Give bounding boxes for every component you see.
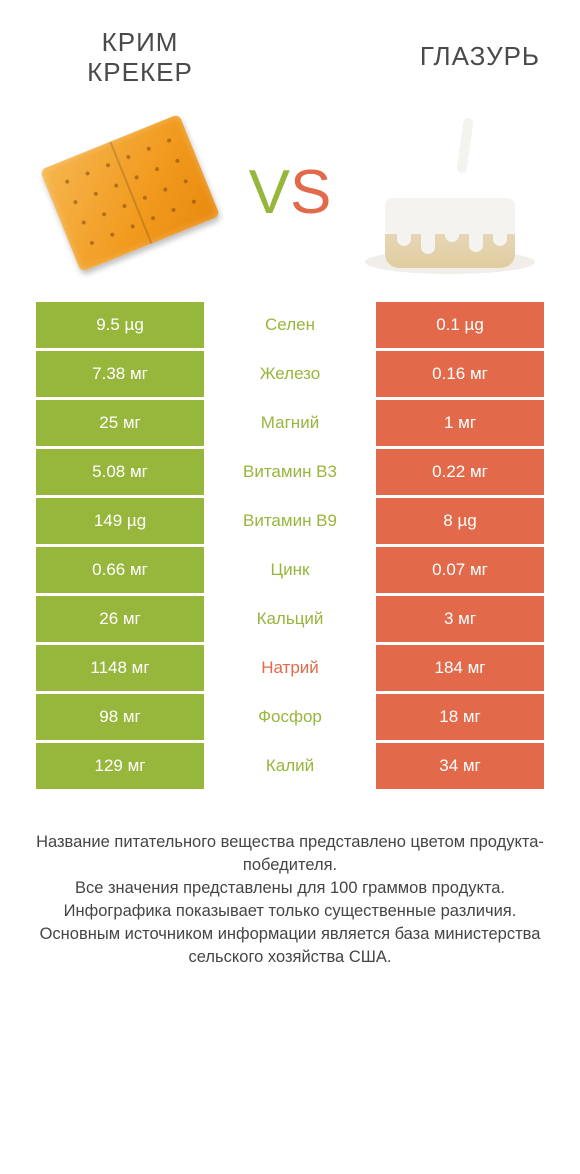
nutrient-label: Калий <box>207 743 373 789</box>
right-product-title: ГЛАЗУРЬ <box>340 28 540 72</box>
left-value: 98 мг <box>36 694 204 740</box>
left-value: 0.66 мг <box>36 547 204 593</box>
comparison-table: 9.5 µgСелен0.1 µg7.38 мгЖелезо0.16 мг25 … <box>0 302 580 789</box>
right-value: 0.16 мг <box>376 351 544 397</box>
vs-label: VS <box>249 157 332 228</box>
table-row: 1148 мгНатрий184 мг <box>36 645 544 691</box>
nutrient-label: Фосфор <box>207 694 373 740</box>
table-row: 26 мгКальций3 мг <box>36 596 544 642</box>
table-row: 25 мгМагний1 мг <box>36 400 544 446</box>
right-value: 184 мг <box>376 645 544 691</box>
left-value: 5.08 мг <box>36 449 204 495</box>
nutrient-label: Селен <box>207 302 373 348</box>
infographic-root: КРИМКРЕКЕР ГЛАЗУРЬ VS 9.5 µgСелен0.1 µg7… <box>0 0 580 1174</box>
left-value: 129 мг <box>36 743 204 789</box>
left-value: 1148 мг <box>36 645 204 691</box>
left-product-title: КРИМКРЕКЕР <box>40 28 240 88</box>
vs-s: S <box>290 158 331 227</box>
footer-line: Название питательного вещества представл… <box>28 831 552 877</box>
left-product-image <box>40 108 220 278</box>
right-value: 0.1 µg <box>376 302 544 348</box>
right-value: 34 мг <box>376 743 544 789</box>
left-value: 26 мг <box>36 596 204 642</box>
footer-line: Все значения представлены для 100 граммо… <box>28 877 552 900</box>
nutrient-label: Цинк <box>207 547 373 593</box>
nutrient-label: Железо <box>207 351 373 397</box>
nutrient-label: Кальций <box>207 596 373 642</box>
right-value: 1 мг <box>376 400 544 446</box>
footer-line: Инфографика показывает только существенн… <box>28 900 552 923</box>
header: КРИМКРЕКЕР ГЛАЗУРЬ <box>0 0 580 88</box>
table-row: 98 мгФосфор18 мг <box>36 694 544 740</box>
table-row: 5.08 мгВитамин B30.22 мг <box>36 449 544 495</box>
right-value: 8 µg <box>376 498 544 544</box>
right-value: 3 мг <box>376 596 544 642</box>
footer-line: Основным источником информации является … <box>28 923 552 969</box>
right-value: 0.07 мг <box>376 547 544 593</box>
cracker-icon <box>40 114 220 272</box>
images-row: VS <box>0 88 580 302</box>
right-product-image <box>360 108 540 278</box>
nutrient-label: Витамин B9 <box>207 498 373 544</box>
vs-v: V <box>249 158 290 227</box>
left-value: 7.38 мг <box>36 351 204 397</box>
footer-notes: Название питательного вещества представл… <box>0 789 580 970</box>
table-row: 9.5 µgСелен0.1 µg <box>36 302 544 348</box>
table-row: 0.66 мгЦинк0.07 мг <box>36 547 544 593</box>
table-row: 149 µgВитамин B98 µg <box>36 498 544 544</box>
table-row: 7.38 мгЖелезо0.16 мг <box>36 351 544 397</box>
nutrient-label: Натрий <box>207 645 373 691</box>
nutrient-label: Витамин B3 <box>207 449 373 495</box>
left-value: 25 мг <box>36 400 204 446</box>
glaze-cake-icon <box>370 118 530 268</box>
left-value: 9.5 µg <box>36 302 204 348</box>
left-value: 149 µg <box>36 498 204 544</box>
right-value: 0.22 мг <box>376 449 544 495</box>
nutrient-label: Магний <box>207 400 373 446</box>
right-value: 18 мг <box>376 694 544 740</box>
table-row: 129 мгКалий34 мг <box>36 743 544 789</box>
